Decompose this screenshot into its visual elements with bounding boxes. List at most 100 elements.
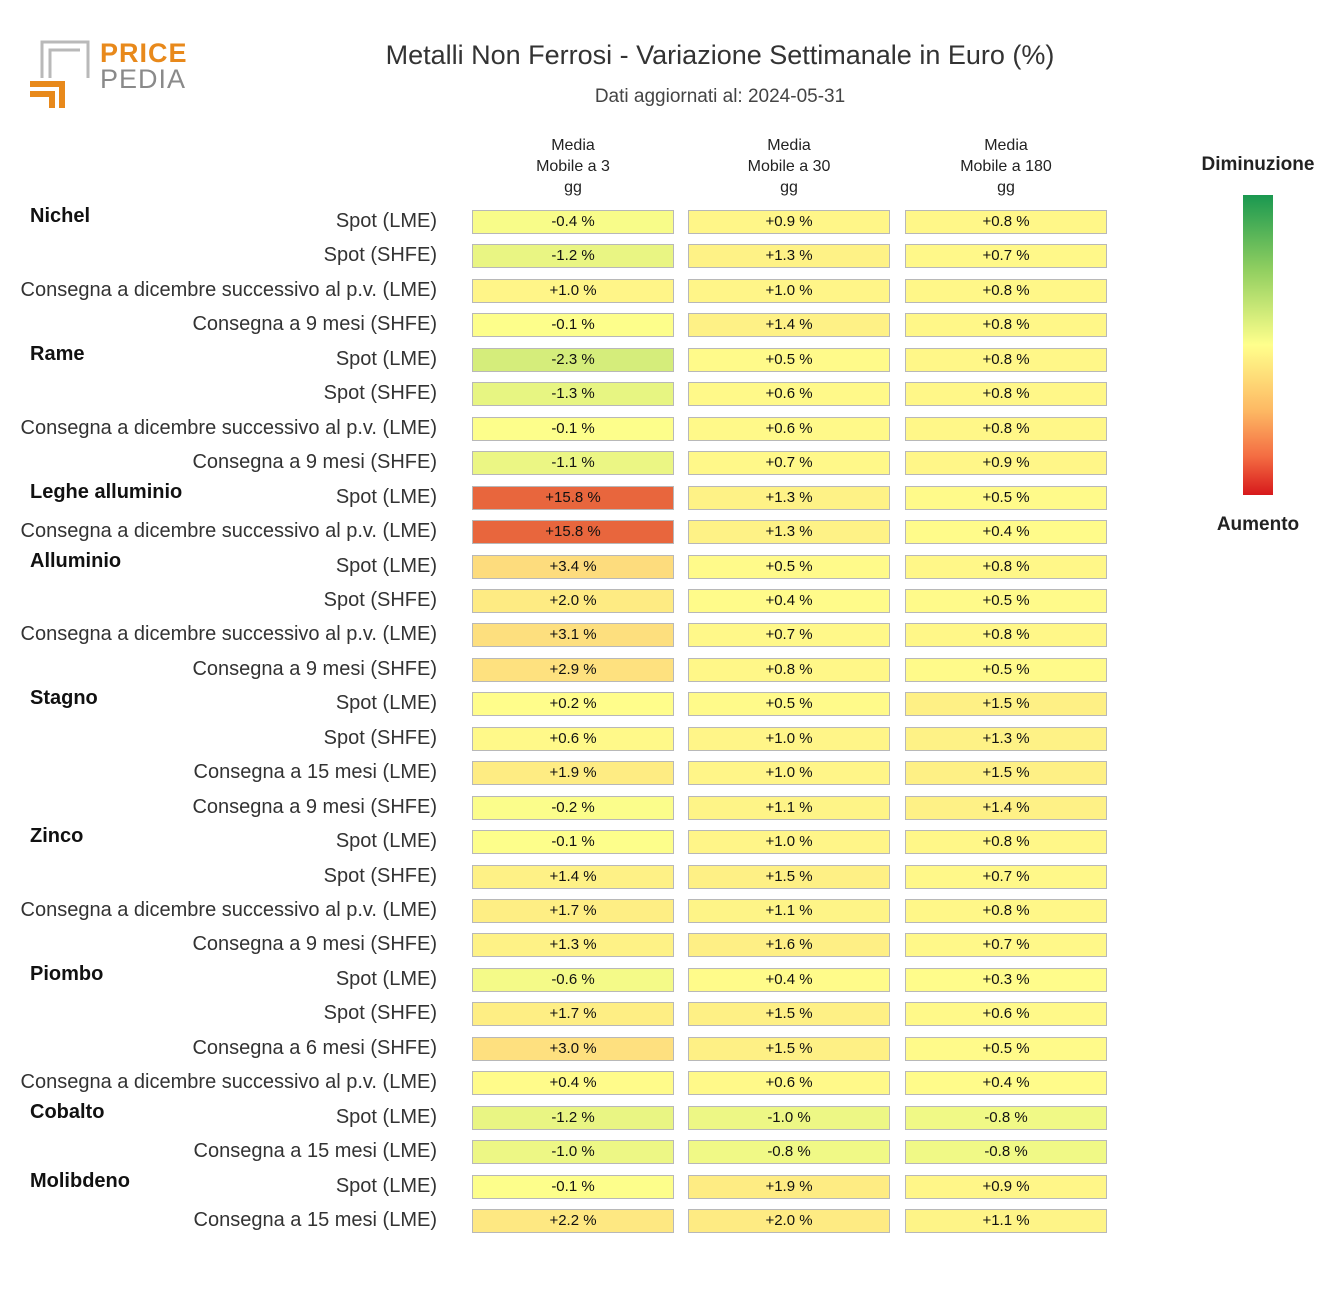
- heatmap-cell: -1.3 %: [472, 382, 674, 407]
- heatmap-cell: +0.8 %: [905, 347, 1107, 372]
- heatmap-cell: -0.4 %: [472, 210, 674, 234]
- row-label: Spot (SHFE): [323, 726, 437, 749]
- heatmap-cell: +1.6 %: [688, 933, 890, 958]
- heatmap-cell: +0.8 %: [905, 278, 1107, 303]
- row-label: Consegna a 9 mesi (SHFE): [192, 657, 437, 680]
- heatmap-cell: -0.1 %: [472, 1174, 674, 1199]
- row-label: Spot (LME): [335, 1174, 437, 1197]
- group-name: Molibdeno: [30, 1169, 130, 1192]
- heatmap-cell: +1.3 %: [688, 485, 890, 510]
- heatmap-cell: +1.9 %: [472, 761, 674, 786]
- heatmap-cell: +0.9 %: [688, 210, 890, 234]
- heatmap-cell: +1.0 %: [688, 278, 890, 303]
- heatmap-cell: +0.4 %: [688, 967, 890, 992]
- heatmap-cell: +1.1 %: [688, 899, 890, 923]
- row-label: Spot (SHFE): [323, 382, 437, 405]
- heatmap-cell: +0.5 %: [905, 657, 1107, 682]
- logo-text-price: PRICE: [100, 38, 188, 68]
- column-header-line: Media: [767, 137, 811, 154]
- heatmap-cell: -0.1 %: [472, 313, 674, 338]
- heatmap-cell: +0.5 %: [688, 692, 890, 717]
- row-label: Consegna a 15 mesi (LME): [193, 1209, 437, 1232]
- heatmap-cell: +1.0 %: [688, 726, 890, 751]
- column-header: Media Mobile a 3 gg: [472, 135, 674, 198]
- column-header: Media Mobile a 180 gg: [905, 135, 1107, 198]
- heatmap-cell: -0.8 %: [905, 1140, 1107, 1165]
- heatmap-cell: +15.8 %: [472, 520, 674, 545]
- heatmap-cell: +0.6 %: [905, 1002, 1107, 1027]
- heatmap-cell: +3.0 %: [472, 1036, 674, 1061]
- row-label: Spot (SHFE): [323, 864, 437, 887]
- heatmap-cell: +3.1 %: [472, 623, 674, 648]
- heatmap-cell: -1.0 %: [472, 1140, 674, 1165]
- heatmap-cell: +0.8 %: [905, 416, 1107, 441]
- heatmap-cell: -0.8 %: [688, 1140, 890, 1165]
- row-label: Consegna a dicembre successivo al p.v. (…: [20, 278, 437, 301]
- row-label: Spot (SHFE): [323, 1002, 437, 1025]
- group-name: Leghe alluminio: [30, 480, 183, 503]
- heatmap-cell: -1.2 %: [472, 1105, 674, 1130]
- pricepedia-logo: PRICE PEDIA: [28, 38, 188, 110]
- heatmap-cell: +0.4 %: [905, 520, 1107, 545]
- heatmap-cell: +1.0 %: [688, 761, 890, 786]
- row-label: Consegna a 9 mesi (SHFE): [192, 313, 437, 336]
- row-label: Consegna a dicembre successivo al p.v. (…: [20, 416, 437, 439]
- group-name: Nichel: [30, 205, 91, 227]
- heatmap-cell: -1.1 %: [472, 451, 674, 476]
- row-label: Spot (LME): [335, 347, 437, 370]
- heatmap-cell: +0.2 %: [472, 692, 674, 717]
- chart-subtitle: Dati aggiornati al: 2024-05-31: [594, 86, 846, 107]
- column-header-line: Mobile a 3: [536, 158, 610, 175]
- group-name: Alluminio: [30, 549, 122, 572]
- heatmap-cell: -2.3 %: [472, 347, 674, 372]
- logo-text-pedia: PEDIA: [100, 64, 187, 94]
- heatmap-cell: -0.8 %: [905, 1105, 1107, 1130]
- heatmap-cell: +1.0 %: [472, 278, 674, 303]
- heatmap-cell: -0.2 %: [472, 795, 674, 820]
- heatmap-cell: +2.0 %: [688, 1209, 890, 1234]
- row-label: Consegna a dicembre successivo al p.v. (…: [20, 520, 437, 543]
- row-label: Spot (LME): [335, 967, 437, 990]
- heatmap-cell: -0.6 %: [472, 967, 674, 992]
- row-label: Spot (LME): [335, 830, 437, 853]
- heatmap-cell: +1.5 %: [688, 1036, 890, 1061]
- heatmap-cell: +0.9 %: [905, 1174, 1107, 1199]
- heatmap-cell: +0.7 %: [688, 451, 890, 476]
- heatmap-cell: +0.5 %: [688, 554, 890, 579]
- row-label: Spot (LME): [335, 692, 437, 715]
- heatmap-cell: +0.7 %: [905, 933, 1107, 958]
- row-label: Spot (LME): [335, 485, 437, 508]
- legend-top-label: Diminuzione: [1201, 154, 1315, 175]
- heatmap-cell: +0.8 %: [905, 830, 1107, 855]
- row-label: Consegna a 9 mesi (SHFE): [192, 933, 437, 956]
- column-header-line: Mobile a 180: [960, 158, 1052, 175]
- heatmap-cell: +1.3 %: [905, 726, 1107, 751]
- column-header-line: Media: [551, 137, 595, 154]
- row-label: Consegna a 9 mesi (SHFE): [192, 795, 437, 818]
- row-label: Consegna a 15 mesi (LME): [193, 1140, 437, 1163]
- heatmap-cell: -0.1 %: [472, 416, 674, 441]
- column-header-line: gg: [997, 179, 1015, 196]
- heatmap-cell: +0.6 %: [688, 1071, 890, 1096]
- heatmap-cell: +2.0 %: [472, 588, 674, 613]
- heatmap-cell: +0.7 %: [688, 623, 890, 648]
- heatmap-cell: +1.4 %: [472, 864, 674, 889]
- heatmap-cell: +0.6 %: [472, 726, 674, 751]
- heatmap-cell: +0.8 %: [905, 382, 1107, 407]
- heatmap-cell: +0.8 %: [905, 623, 1107, 648]
- heatmap-cell: +0.5 %: [688, 347, 890, 372]
- heatmap-cell: +0.8 %: [688, 657, 890, 682]
- row-label: Consegna a 15 mesi (LME): [193, 761, 437, 784]
- row-label: Consegna a 9 mesi (SHFE): [192, 451, 437, 474]
- heatmap-cell: +1.0 %: [688, 830, 890, 855]
- heatmap-cell: +0.4 %: [905, 1071, 1107, 1096]
- heatmap-cell: +0.7 %: [905, 864, 1107, 889]
- pricepedia-logo-mark: [30, 40, 90, 108]
- heatmap-cell: +1.9 %: [688, 1174, 890, 1199]
- heatmap-cell: +0.6 %: [688, 416, 890, 441]
- legend-color-bar: [1243, 195, 1273, 495]
- heatmap-cell: +2.9 %: [472, 657, 674, 682]
- heatmap-cell: +1.3 %: [688, 520, 890, 545]
- group-name: Cobalto: [30, 1100, 105, 1123]
- heatmap-cell: +0.8 %: [905, 554, 1107, 579]
